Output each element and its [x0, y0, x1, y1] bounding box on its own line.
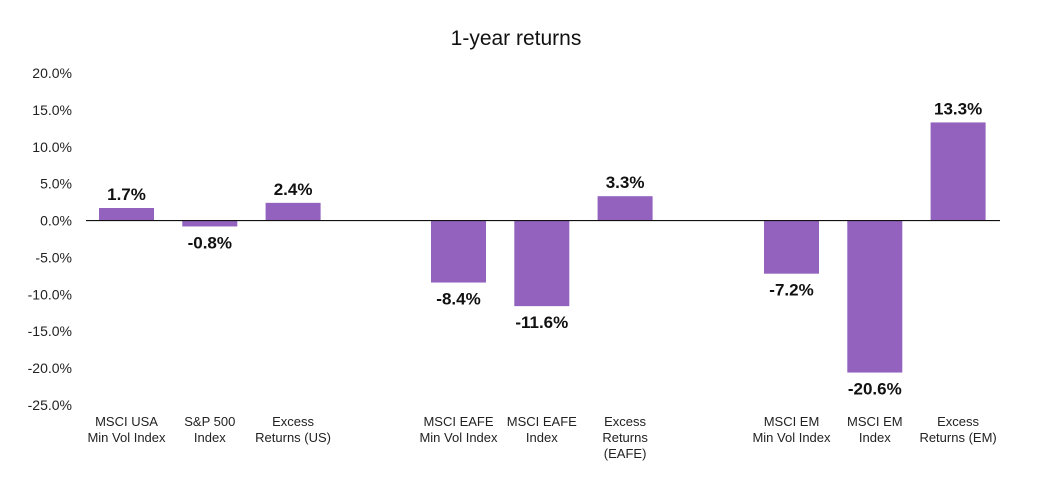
- x-tick-label: Excess Returns (EAFE): [602, 414, 648, 461]
- x-tick-label-line: MSCI EAFE: [507, 414, 577, 429]
- data-label: -8.4%: [436, 290, 480, 309]
- data-label: 13.3%: [934, 99, 982, 118]
- bar: [764, 220, 819, 274]
- x-tick-label-line: Returns: [602, 430, 648, 445]
- x-tick-label-line: Excess: [272, 414, 314, 429]
- bar: [847, 220, 903, 373]
- data-label: -0.8%: [188, 233, 232, 252]
- data-label: 1.7%: [107, 185, 146, 204]
- x-tick-label-line: MSCI USA: [95, 414, 158, 429]
- x-tick-label-line: S&P 500: [184, 414, 235, 429]
- bar: [930, 122, 986, 221]
- y-axis: 20.0% 15.0% 10.0% 5.0% 0.0% -5.0% -10.0% -15.0%…: [28, 65, 72, 413]
- y-tick-label: 5.0%: [40, 176, 72, 192]
- x-tick-label-line: Index: [526, 430, 558, 445]
- x-tick-label-line: Min Vol Index: [87, 430, 166, 445]
- y-tick-label: -15.0%: [28, 323, 72, 339]
- y-tick-label: 20.0%: [32, 65, 72, 81]
- bars: [99, 122, 986, 373]
- x-tick-label-line: Min Vol Index: [752, 430, 831, 445]
- x-tick-label: MSCI USA Min Vol Index: [87, 414, 166, 445]
- bar: [514, 220, 570, 307]
- x-tick-label-line: Index: [194, 430, 226, 445]
- x-tick-label-line: Excess: [937, 414, 979, 429]
- data-labels: 1.7% -0.8% 2.4% -8.4% -11.6% 3.3% -7.2% -20.6% 1…: [107, 99, 982, 398]
- x-tick-label: MSCI EM Index: [847, 414, 903, 445]
- chart-title: 1-year returns: [451, 27, 582, 50]
- x-tick-label-line: Min Vol Index: [419, 430, 498, 445]
- y-tick-label: 15.0%: [32, 102, 72, 118]
- x-tick-label-line: (EAFE): [604, 446, 647, 461]
- data-label: -20.6%: [848, 380, 902, 399]
- x-tick-label-line: Index: [859, 430, 891, 445]
- y-tick-label: 10.0%: [32, 139, 72, 155]
- x-tick-label-line: Excess: [604, 414, 646, 429]
- data-label: -7.2%: [769, 281, 813, 300]
- x-tick-label-line: Returns (US): [255, 430, 331, 445]
- y-tick-label: -10.0%: [28, 286, 72, 302]
- bar: [597, 196, 653, 221]
- x-tick-label: MSCI EAFE Index: [507, 414, 577, 445]
- bar: [265, 202, 321, 221]
- bar: [99, 208, 154, 221]
- data-label: 2.4%: [274, 180, 313, 199]
- x-tick-label: Excess Returns (US): [255, 414, 331, 445]
- x-tick-label-line: MSCI EAFE: [423, 414, 493, 429]
- bar: [182, 220, 238, 227]
- x-tick-label: MSCI EM Min Vol Index: [752, 414, 831, 445]
- x-tick-label-line: MSCI EM: [764, 414, 820, 429]
- y-tick-label: -20.0%: [28, 360, 72, 376]
- y-tick-label: -5.0%: [35, 249, 72, 265]
- data-label: -11.6%: [515, 313, 568, 332]
- x-tick-label: MSCI EAFE Min Vol Index: [419, 414, 498, 445]
- x-tick-label: Excess Returns (EM): [919, 414, 996, 445]
- bar: [431, 220, 486, 283]
- x-tick-label-line: Returns (EM): [919, 430, 996, 445]
- data-label: 3.3%: [606, 173, 645, 192]
- y-tick-label: -25.0%: [28, 397, 72, 413]
- x-tick-label-line: MSCI EM: [847, 414, 903, 429]
- y-tick-label: 0.0%: [40, 213, 72, 229]
- x-tick-label: S&P 500 Index: [184, 414, 235, 445]
